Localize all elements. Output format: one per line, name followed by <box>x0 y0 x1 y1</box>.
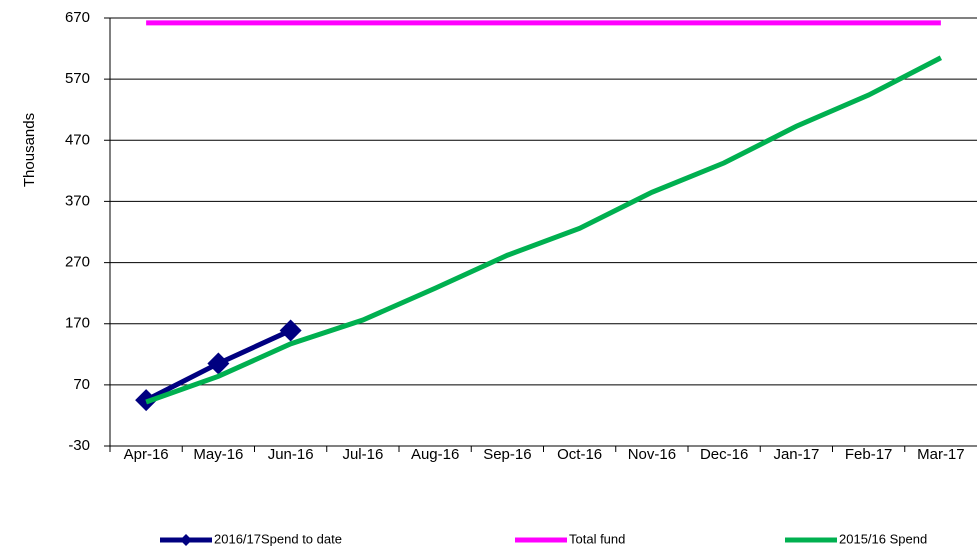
x-tick-label: Jun-16 <box>268 446 314 463</box>
series-line <box>145 55 943 405</box>
x-tick-label: Feb-17 <box>845 446 893 463</box>
y-tick-label: 670 <box>65 9 90 26</box>
y-tick-label: 570 <box>65 70 90 87</box>
y-axis-label: Thousands <box>21 113 38 187</box>
y-tick-label: 170 <box>65 315 90 332</box>
x-tick-label: Aug-16 <box>411 446 459 463</box>
marker <box>279 319 302 342</box>
x-tick-label: Nov-16 <box>628 446 676 463</box>
y-tick-label: 370 <box>65 192 90 209</box>
legend-label: 2015/16 Spend <box>839 531 927 546</box>
legend-label: 2016/17Spend to date <box>214 531 342 546</box>
x-tick-label: Mar-17 <box>917 446 965 463</box>
marker <box>207 352 230 375</box>
x-tick-label: Jan-17 <box>773 446 819 463</box>
x-tick-label: Apr-16 <box>124 446 169 463</box>
x-tick-label: Dec-16 <box>700 446 748 463</box>
y-tick-label: 470 <box>65 131 90 148</box>
y-tick-label: -30 <box>68 437 90 454</box>
legend-marker <box>180 534 192 546</box>
x-tick-label: Jul-16 <box>342 446 383 463</box>
y-tick-label: 270 <box>65 254 90 271</box>
y-tick-label: 70 <box>73 376 90 393</box>
x-tick-label: May-16 <box>193 446 243 463</box>
legend-label: Total fund <box>569 531 625 546</box>
x-tick-label: Sep-16 <box>483 446 531 463</box>
x-tick-label: Oct-16 <box>557 446 602 463</box>
